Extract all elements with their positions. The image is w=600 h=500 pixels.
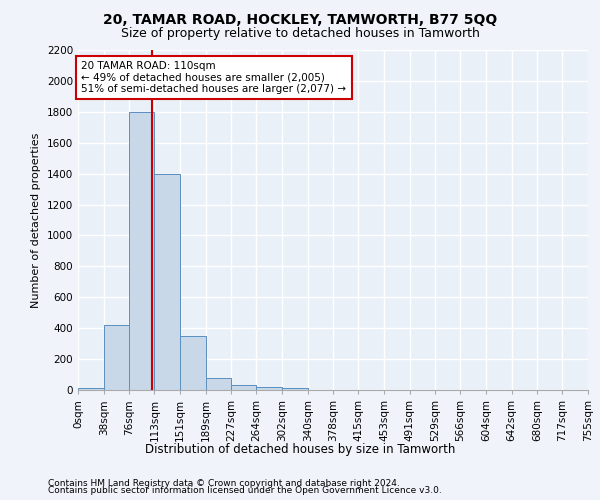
Text: Contains HM Land Registry data © Crown copyright and database right 2024.: Contains HM Land Registry data © Crown c… xyxy=(48,478,400,488)
Bar xyxy=(232,386,256,390)
Bar xyxy=(78,388,104,390)
Text: Distribution of detached houses by size in Tamworth: Distribution of detached houses by size … xyxy=(145,442,455,456)
Bar xyxy=(154,174,180,390)
Text: Size of property relative to detached houses in Tamworth: Size of property relative to detached ho… xyxy=(121,28,479,40)
Text: 20, TAMAR ROAD, HOCKLEY, TAMWORTH, B77 5QQ: 20, TAMAR ROAD, HOCKLEY, TAMWORTH, B77 5… xyxy=(103,12,497,26)
Bar xyxy=(180,336,206,390)
Bar xyxy=(130,112,154,390)
Y-axis label: Number of detached properties: Number of detached properties xyxy=(31,132,41,308)
Text: Contains public sector information licensed under the Open Government Licence v3: Contains public sector information licen… xyxy=(48,486,442,495)
Bar xyxy=(256,387,282,390)
Bar xyxy=(206,378,232,390)
Bar xyxy=(282,388,308,390)
Text: 20 TAMAR ROAD: 110sqm
← 49% of detached houses are smaller (2,005)
51% of semi-d: 20 TAMAR ROAD: 110sqm ← 49% of detached … xyxy=(82,61,346,94)
Bar xyxy=(104,325,130,390)
